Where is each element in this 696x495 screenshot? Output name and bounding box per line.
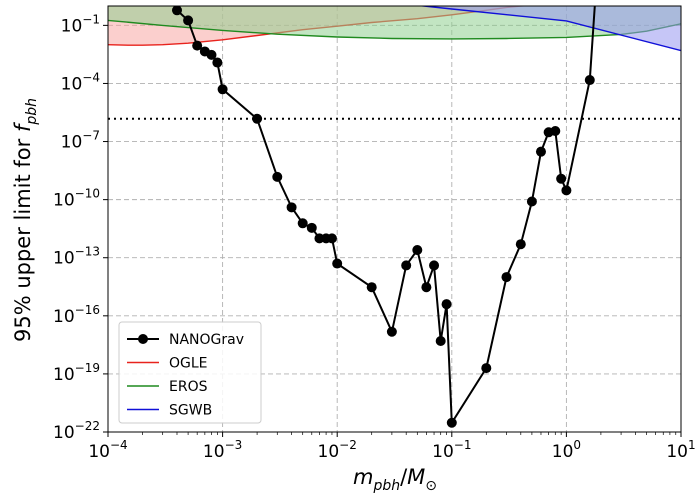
nanograv-point: [252, 113, 263, 124]
x-axis-label: mpbh/M⊙: [353, 465, 437, 494]
tick-labels: 10−4 10−3 10−2 10−1 100 101 10−22 10−19 10−16 10−…: [53, 12, 696, 462]
sgwb-region: [423, 6, 681, 51]
legend-label-nanograv: NANOGrav: [169, 332, 244, 348]
y-tick-label: 10−13: [53, 245, 100, 269]
y-axis-label: 95% upper limit for fpbh: [11, 98, 40, 342]
legend-marker-nanograv: [138, 334, 148, 344]
x-tick-label: 10−1: [432, 438, 471, 462]
nanograv-point: [306, 222, 317, 233]
y-tick-label: 10−16: [53, 303, 100, 327]
constraint-regions: [108, 6, 681, 52]
x-tick-label: 101: [666, 438, 695, 462]
nanograv-point: [412, 245, 423, 256]
x-tick-label: 100: [552, 438, 581, 462]
nanograv-point: [429, 260, 440, 271]
legend-label-ogle: OGLE: [169, 356, 208, 372]
nanograv-point: [297, 218, 308, 229]
x-tick-label: 10−3: [203, 438, 242, 462]
y-tick-label: 10−4: [61, 70, 100, 94]
nanograv-point: [435, 336, 446, 347]
nanograv-point: [501, 272, 512, 283]
nanograv-point: [584, 75, 595, 86]
nanograv-point: [171, 6, 182, 16]
nanograv-point: [217, 84, 228, 95]
nanograv-point: [556, 173, 567, 184]
nanograv-point: [272, 171, 283, 182]
nanograv-point: [183, 15, 194, 26]
nanograv-point: [421, 282, 432, 293]
nanograv-point: [206, 49, 217, 60]
y-tick-label: 10−1: [61, 12, 100, 36]
nanograv-point: [332, 258, 343, 269]
nanograv-point: [326, 233, 337, 244]
y-tick-label: 10−22: [53, 419, 100, 443]
axes-frame: [107, 5, 682, 433]
nanograv-point: [401, 260, 412, 271]
nanograv-point: [535, 146, 546, 157]
legend-label-eros: EROS: [169, 379, 208, 395]
y-tick-label: 10−19: [53, 361, 100, 385]
nanograv-point: [192, 40, 203, 51]
x-tick-label: 10−4: [88, 438, 127, 462]
nanograv-point: [212, 57, 223, 68]
plot-area: [107, 5, 682, 433]
nanograv-point: [441, 299, 452, 310]
nanograv-point: [481, 363, 492, 374]
nanograv-point: [561, 185, 572, 196]
nanograv-point: [515, 239, 526, 250]
nanograv-point: [366, 282, 377, 293]
nanograv-point: [550, 126, 561, 137]
nanograv-point: [446, 417, 457, 428]
legend-label-sgwb: SGWB: [169, 403, 212, 419]
nanograv-series: [171, 6, 596, 428]
legend: NANOGrav OGLE EROS SGWB: [118, 321, 262, 424]
nanograv-point: [526, 196, 537, 207]
nanograv-point: [386, 326, 397, 337]
y-tick-label: 10−10: [53, 187, 100, 211]
sgwb-curve: [417, 6, 681, 52]
x-tick-label: 10−2: [318, 438, 357, 462]
legend-box: [118, 321, 262, 424]
nanograv-point: [286, 202, 297, 213]
y-tick-label: 10−7: [61, 129, 100, 153]
